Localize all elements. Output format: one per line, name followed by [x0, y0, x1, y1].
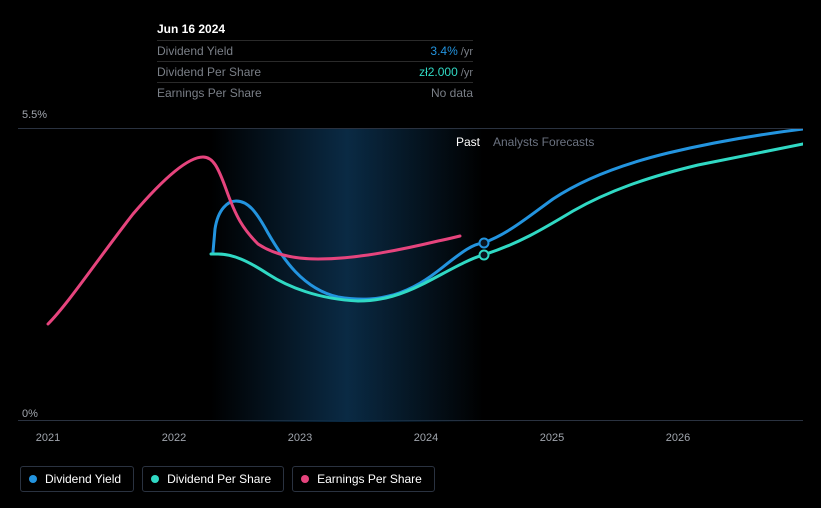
tooltip-row-suffix: /yr: [461, 67, 473, 79]
x-axis-tick: 2025: [540, 432, 564, 444]
chart-svg: [18, 129, 803, 422]
legend-label: Earnings Per Share: [317, 472, 422, 486]
tooltip-row-suffix: /yr: [461, 46, 473, 58]
series-marker: [480, 251, 489, 260]
tooltip-row-value: No data: [431, 86, 473, 100]
tooltip-row: Dividend Per Share zł2.000/yr: [157, 61, 473, 82]
legend-dot-icon: [29, 475, 37, 483]
tooltip-row-value: zł2.000: [419, 65, 458, 79]
series-marker: [480, 239, 489, 248]
tooltip-row: Earnings Per Share No data: [157, 82, 473, 103]
x-axis-tick: 2022: [162, 432, 186, 444]
x-axis-tick: 2026: [666, 432, 690, 444]
legend-label: Dividend Per Share: [167, 472, 271, 486]
tooltip-row-label: Dividend Per Share: [157, 65, 261, 79]
past-label: Past: [456, 135, 480, 149]
legend-label: Dividend Yield: [45, 472, 121, 486]
tooltip-date: Jun 16 2024: [157, 22, 473, 40]
legend-item[interactable]: Earnings Per Share: [292, 466, 435, 492]
legend-dot-icon: [301, 475, 309, 483]
forecast-label: Analysts Forecasts: [493, 135, 594, 149]
x-axis-tick: 2023: [288, 432, 312, 444]
chart-tooltip: Jun 16 2024 Dividend Yield3.4%/yrDividen…: [145, 14, 485, 111]
tooltip-row: Dividend Yield 3.4% /yr: [157, 40, 473, 61]
x-axis-tick: 2021: [36, 432, 60, 444]
legend-item[interactable]: Dividend Yield: [20, 466, 134, 492]
chart-plot-area[interactable]: Past Analysts Forecasts: [18, 128, 803, 421]
tooltip-row-value: 3.4%: [430, 44, 457, 58]
tooltip-row-label: Dividend Yield: [157, 44, 233, 58]
tooltip-row-label: Earnings Per Share: [157, 86, 262, 100]
legend-item[interactable]: Dividend Per Share: [142, 466, 284, 492]
legend-dot-icon: [151, 475, 159, 483]
x-axis-tick: 2024: [414, 432, 438, 444]
y-axis-max-label: 5.5%: [22, 109, 47, 121]
x-axis: 2021 2022 2023 2024 2025 2026: [18, 432, 803, 452]
chart-legend: Dividend Yield Dividend Per Share Earnings…: [20, 466, 435, 492]
